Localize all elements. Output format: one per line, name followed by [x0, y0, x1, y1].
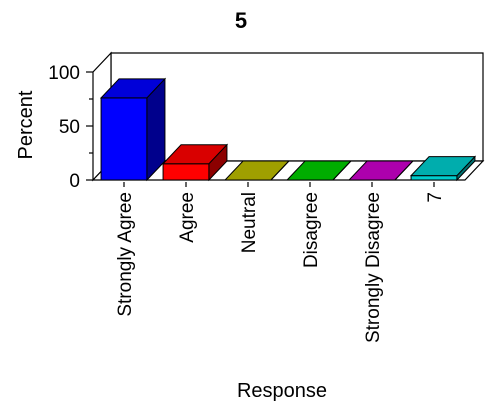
y-axis-ticks: 0 50 100	[48, 63, 80, 192]
bar-2	[223, 160, 291, 181]
bar-5	[409, 155, 477, 182]
bar-front-0	[100, 97, 148, 181]
bar-side-5	[456, 155, 476, 182]
bar-side-4	[394, 160, 414, 181]
bars	[99, 77, 477, 182]
bar-side-0	[146, 77, 166, 182]
bar-front-5	[410, 175, 458, 181]
bar-front-1	[162, 163, 210, 181]
y-tick-label-0: 0	[69, 171, 80, 192]
category-label-3: Disagree	[301, 192, 322, 268]
bar-3	[285, 160, 353, 181]
category-label-1: Agree	[177, 192, 198, 243]
x-axis-title: Response	[237, 380, 327, 402]
bar-side-1	[208, 143, 228, 182]
category-label-5: 7	[425, 192, 446, 203]
category-label-4: Strongly Disagree	[363, 192, 384, 343]
category-label-0: Strongly Agree	[115, 192, 136, 317]
category-label-2: Neutral	[239, 192, 260, 253]
bar-1	[161, 143, 229, 182]
bar-0	[99, 77, 167, 182]
bar-side-2	[270, 160, 290, 181]
bar-side-3	[332, 160, 352, 181]
y-tick-label-50: 50	[59, 117, 80, 138]
chart-title: 5	[235, 8, 247, 33]
back-wall	[110, 52, 484, 162]
x-axis-category-labels: Strongly Agree Agree Neutral Disagree Strong…	[115, 192, 446, 343]
bar-4	[347, 160, 415, 181]
y-axis-title: Percent	[15, 90, 37, 159]
y-tick-label-100: 100	[48, 63, 80, 84]
